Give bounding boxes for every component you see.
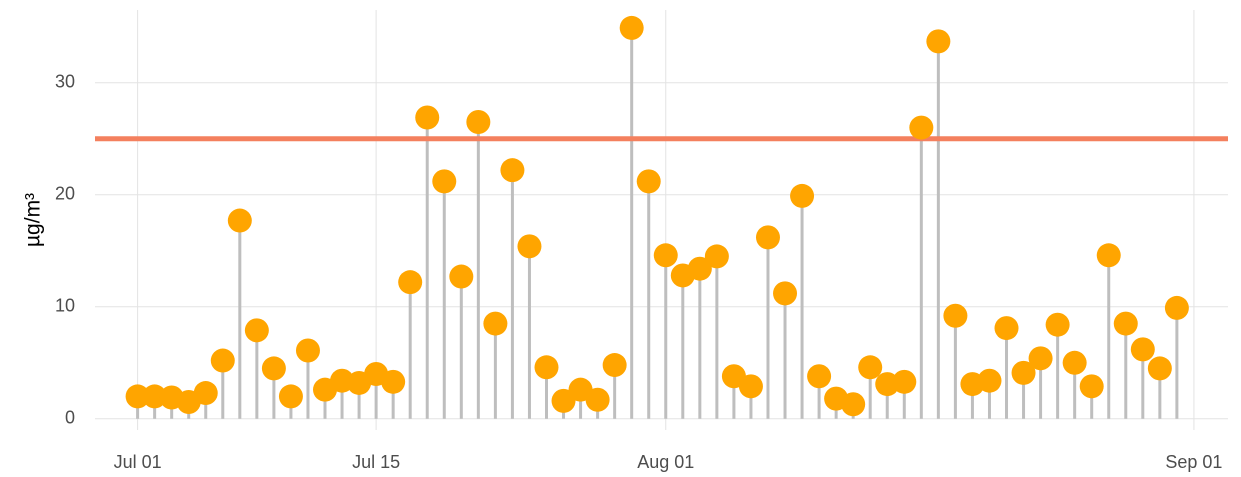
point xyxy=(1028,346,1053,371)
point xyxy=(1130,337,1155,362)
point xyxy=(1079,374,1104,399)
point xyxy=(807,364,832,389)
y-tick-label: 10 xyxy=(55,296,75,316)
point xyxy=(926,29,951,54)
point xyxy=(755,225,780,250)
point xyxy=(943,303,968,328)
point xyxy=(551,388,576,413)
point xyxy=(142,384,167,409)
point xyxy=(415,105,440,130)
point xyxy=(1096,243,1121,268)
point xyxy=(704,244,729,269)
point xyxy=(790,183,815,208)
point xyxy=(244,318,269,343)
point xyxy=(432,169,457,194)
point xyxy=(738,374,763,399)
point xyxy=(1011,360,1036,385)
x-tick-label: Jul 01 xyxy=(114,452,162,472)
point xyxy=(585,387,610,412)
point xyxy=(977,368,1002,393)
x-tick-label: Jul 15 xyxy=(352,452,400,472)
point xyxy=(193,381,218,406)
point xyxy=(227,208,252,233)
point xyxy=(619,15,644,40)
point xyxy=(773,281,798,306)
point xyxy=(295,338,320,363)
point xyxy=(858,355,883,380)
point xyxy=(1113,311,1138,336)
point xyxy=(1045,312,1070,337)
x-tick-label: Aug 01 xyxy=(637,452,694,472)
point xyxy=(278,384,303,409)
y-tick-label: 30 xyxy=(55,72,75,92)
point xyxy=(1164,295,1189,320)
point xyxy=(892,369,917,394)
point xyxy=(653,243,678,268)
point xyxy=(261,356,286,381)
point xyxy=(449,264,474,289)
point xyxy=(602,353,627,378)
y-axis-title: µg/m³ xyxy=(22,193,45,247)
point xyxy=(398,270,423,295)
point xyxy=(687,256,712,281)
point xyxy=(466,110,491,134)
point xyxy=(125,384,150,409)
point xyxy=(994,316,1019,341)
point xyxy=(483,311,508,336)
point xyxy=(210,348,235,373)
x-tick-label: Sep 01 xyxy=(1165,452,1222,472)
point xyxy=(500,158,525,183)
point xyxy=(534,355,559,380)
point xyxy=(841,392,866,417)
point xyxy=(381,369,406,394)
y-tick-label: 20 xyxy=(55,184,75,204)
point xyxy=(1147,356,1172,381)
point xyxy=(636,169,661,194)
y-tick-label: 0 xyxy=(65,408,75,428)
point xyxy=(909,115,934,140)
point xyxy=(1062,350,1087,375)
point xyxy=(517,234,542,259)
